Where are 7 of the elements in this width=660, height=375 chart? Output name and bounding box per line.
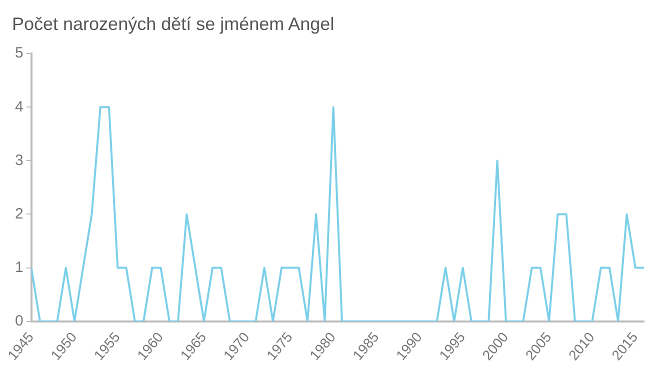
y-tick-label: 5 bbox=[15, 44, 24, 62]
chart-title: Počet narozených dětí se jménem Angel bbox=[12, 14, 334, 34]
y-tick-label: 2 bbox=[15, 205, 24, 222]
y-tick-label: 4 bbox=[15, 98, 24, 116]
y-tick-label: 3 bbox=[15, 152, 24, 169]
y-tick-label: 1 bbox=[15, 258, 24, 276]
y-tick-label: 0 bbox=[15, 312, 24, 330]
